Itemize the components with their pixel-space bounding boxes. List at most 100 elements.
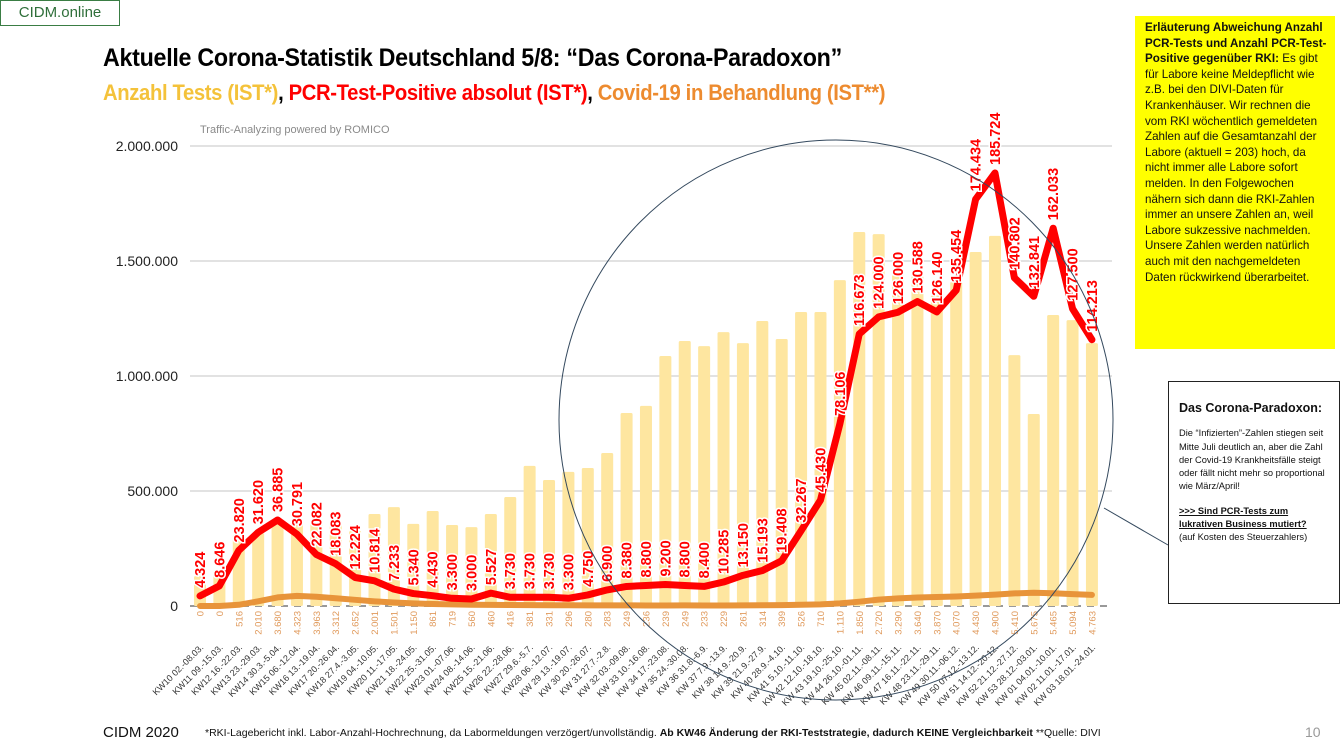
- data-label-treatment: 526: [797, 611, 808, 627]
- y-tick-label: 1.000.000: [116, 368, 178, 384]
- bar-tests: [678, 341, 691, 606]
- data-label-positive: 135.454: [949, 230, 965, 282]
- paradox-body: Die “Infizierten”-Zahlen stiegen seit Mi…: [1179, 428, 1325, 492]
- bar-tests: [1047, 315, 1060, 606]
- bar-tests: [426, 511, 439, 606]
- data-label-treatment: 4.763: [1087, 611, 1098, 635]
- data-label-positive: 8.800: [678, 541, 694, 577]
- bar-tests: [581, 468, 594, 606]
- y-tick-label: 0: [170, 598, 178, 614]
- bar-tests: [756, 321, 769, 606]
- bar-tests: [310, 522, 323, 606]
- data-label-positive: 31.620: [251, 480, 267, 524]
- data-label-treatment: 3.290: [894, 611, 905, 635]
- bar-tests: [290, 522, 303, 606]
- data-label-treatment: 381: [525, 611, 536, 627]
- paradox-heading: Das Corona-Paradoxon:: [1179, 401, 1323, 415]
- data-label-treatment: 2.652: [351, 611, 362, 635]
- bar-tests: [930, 295, 943, 606]
- bar-tests: [911, 275, 924, 606]
- bar-tests: [736, 343, 749, 606]
- data-label-treatment: 2.010: [254, 611, 265, 635]
- data-label-positive: 114.213: [1085, 280, 1101, 332]
- data-label-positive: 3.000: [464, 555, 480, 591]
- data-label-positive: 5.340: [406, 549, 422, 585]
- data-label-positive: 116.673: [852, 274, 868, 326]
- data-label-positive: 3.730: [503, 553, 519, 589]
- data-label-treatment: 710: [816, 611, 827, 627]
- data-label-positive: 127.500: [1066, 248, 1082, 300]
- data-label-treatment: 261: [738, 611, 749, 627]
- bar-tests: [775, 338, 788, 606]
- footer-brand: CIDM 2020: [103, 724, 179, 741]
- data-label-treatment: 460: [486, 611, 497, 627]
- bar-tests: [717, 332, 730, 606]
- data-label-treatment: 249: [680, 611, 691, 627]
- y-tick-label: 500.000: [127, 483, 178, 499]
- bar-tests: [1027, 413, 1040, 606]
- data-label-positive: 45.430: [813, 448, 829, 492]
- data-label-positive: 140.802: [1007, 217, 1023, 269]
- data-label-treatment: 229: [719, 611, 730, 627]
- page-title: Aktuelle Corona-Statistik Deutschland 5/…: [103, 44, 842, 72]
- footer-note-bold: Ab KW46 Änderung der RKI-Teststrategie, …: [659, 727, 1033, 739]
- bar-tests: [407, 523, 420, 606]
- paradox-aside: (auf Kosten des Steuerzahlers): [1179, 532, 1308, 543]
- data-label-positive: 15.193: [755, 518, 771, 562]
- data-label-treatment: 4.070: [952, 611, 963, 635]
- data-label-treatment: 2.001: [370, 611, 381, 635]
- data-label-positive: 22.082: [309, 502, 325, 546]
- page-number: 10: [1305, 724, 1321, 740]
- data-label-treatment: 719: [448, 611, 459, 627]
- bar-tests: [833, 280, 846, 606]
- data-label-treatment: 1.850: [855, 611, 866, 635]
- y-tick-label: 2.000.000: [116, 138, 178, 154]
- bar-tests: [795, 312, 808, 606]
- data-label-positive: 132.841: [1027, 236, 1043, 288]
- bar-tests: [484, 514, 497, 606]
- data-label-treatment: 283: [603, 611, 614, 627]
- brand-logo: CIDM.online: [0, 0, 120, 26]
- bar-tests: [387, 507, 400, 606]
- note-body-2: Unsere Zahlen werden natürlich auch mit …: [1145, 239, 1310, 284]
- data-label-treatment: 1.110: [835, 611, 846, 634]
- data-label-treatment: 3.963: [312, 611, 323, 635]
- bar-tests: [504, 496, 517, 606]
- data-label-positive: 10.285: [717, 530, 733, 574]
- bar-tests: [601, 453, 614, 606]
- data-label-positive: 12.224: [348, 525, 364, 569]
- footer-note-regular: *RKI-Lagebericht inkl. Labor-Anzahl-Hoch…: [205, 727, 660, 739]
- data-label-treatment: 1.150: [409, 611, 420, 635]
- data-label-treatment: 516: [234, 611, 245, 627]
- data-label-treatment: 249: [622, 611, 633, 627]
- data-label-positive: 162.033: [1046, 168, 1062, 220]
- bar-tests: [543, 479, 556, 606]
- data-label-positive: 23.820: [232, 498, 248, 542]
- data-label-positive: 4.750: [581, 551, 597, 587]
- data-label-positive: 30.791: [290, 482, 306, 526]
- paradox-question: >>> Sind PCR-Tests zum lukrativen Busine…: [1179, 505, 1307, 530]
- data-label-positive: 78.106: [833, 372, 849, 416]
- data-label-treatment: 280: [583, 611, 594, 627]
- bar-tests: [950, 281, 963, 606]
- subtitle-tests: Anzahl Tests (IST*): [103, 80, 279, 105]
- data-label-treatment: 239: [661, 611, 672, 627]
- data-label-positive: 3.300: [561, 554, 577, 590]
- data-label-positive: 10.814: [368, 528, 384, 572]
- subtitle-separator: ,: [587, 80, 598, 105]
- data-label-treatment: 1.501: [389, 611, 400, 635]
- data-label-positive: 8.646: [212, 542, 228, 578]
- data-label-treatment: 4.430: [971, 611, 982, 635]
- bar-tests: [872, 234, 885, 606]
- data-label-treatment: 236: [641, 611, 652, 627]
- data-label-positive: 4.324: [193, 552, 209, 588]
- bar-tests: [969, 252, 982, 606]
- subtitle-separator: ,: [278, 80, 289, 105]
- data-label-treatment: 3.312: [331, 611, 342, 635]
- bar-tests: [814, 312, 827, 606]
- data-label-treatment: 233: [700, 611, 711, 627]
- data-label-positive: 6.900: [600, 546, 616, 582]
- data-label-positive: 5.527: [484, 549, 500, 585]
- data-label-positive: 124.000: [872, 256, 888, 308]
